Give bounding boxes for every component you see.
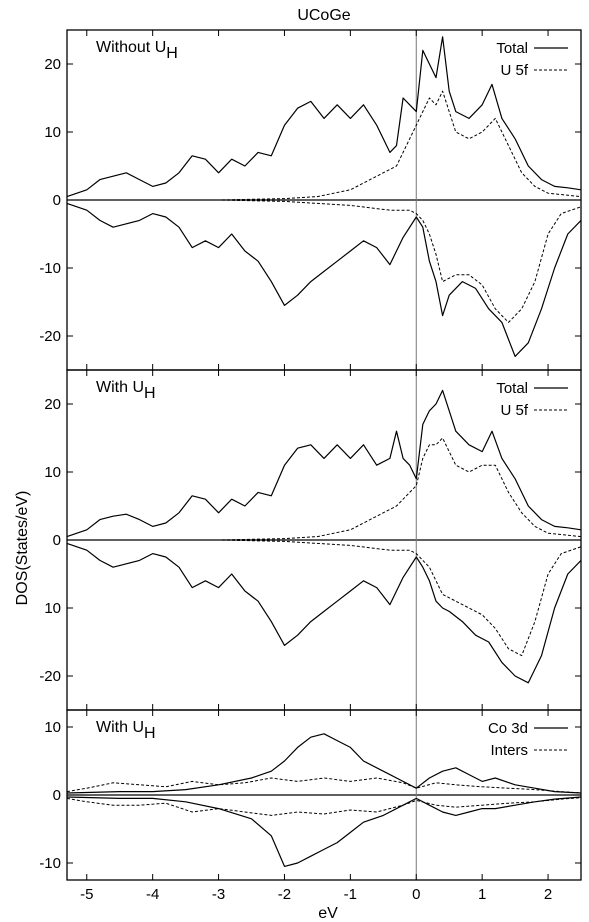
panel-label: With UH (96, 379, 156, 402)
y-tick-label: 10 (44, 719, 61, 736)
x-tick-label: 0 (412, 886, 420, 903)
series-3-curve (66, 542, 582, 684)
inters-curve (66, 777, 582, 794)
y-tick-label: 10 (44, 124, 61, 141)
y-tick-label: -20 (39, 328, 61, 345)
panel-2: 20 10 0 10 -20 Total U 5f With UH (39, 369, 582, 711)
panel-label-subscript: H (166, 45, 178, 62)
legend-label: Co 3d (488, 720, 528, 737)
x-tick-label: 2 (544, 886, 552, 903)
y-tick-label: 0 (53, 787, 61, 804)
panel-label-subscript: H (144, 725, 156, 742)
panel-label: With UH (96, 719, 156, 742)
series-4-curve (66, 797, 582, 816)
y-tick-label: -10 (39, 260, 61, 277)
x-tick-label: -1 (344, 886, 357, 903)
co-3d-curve (66, 733, 582, 794)
panel-label: Without UH (96, 39, 178, 62)
y-tick-label: -10 (39, 855, 61, 872)
y-tick-label: 0 (53, 192, 61, 209)
total-curve (66, 36, 582, 198)
u-5f-curve (67, 90, 582, 201)
panel-1: 20 10 0 -10 -20 Total U 5f Without UH (39, 29, 582, 371)
total-curve (66, 389, 582, 538)
y-tick-label: 20 (44, 396, 61, 413)
y-tick-label: 10 (44, 600, 61, 617)
y-tick-label: 10 (44, 464, 61, 481)
series-4-curve (67, 539, 582, 657)
y-tick-label: 0 (53, 532, 61, 549)
y-tick-label: 20 (44, 56, 61, 73)
x-tick-label: -3 (212, 886, 225, 903)
series-3-curve (66, 796, 582, 867)
x-axis-label: eV (318, 905, 338, 922)
panel-label-subscript: H (144, 385, 156, 402)
legend-label: Total (496, 380, 528, 397)
legend-label: Total (496, 40, 528, 57)
chart-title: UCoGe (297, 7, 350, 24)
legend-label: U 5f (500, 402, 528, 419)
legend-label: U 5f (500, 62, 528, 79)
series-4-curve (67, 199, 582, 323)
x-tick-label: -5 (80, 886, 93, 903)
y-axis-label: DOS(States/eV) (14, 491, 31, 606)
panel-frame (66, 709, 582, 881)
x-tick-label: -4 (146, 886, 159, 903)
x-tick-label: -2 (278, 886, 291, 903)
series-3-curve (66, 202, 582, 357)
x-tick-label: 1 (478, 886, 486, 903)
u-5f-curve (67, 437, 582, 541)
y-tick-label: -20 (39, 668, 61, 685)
legend-label: Inters (490, 742, 528, 759)
